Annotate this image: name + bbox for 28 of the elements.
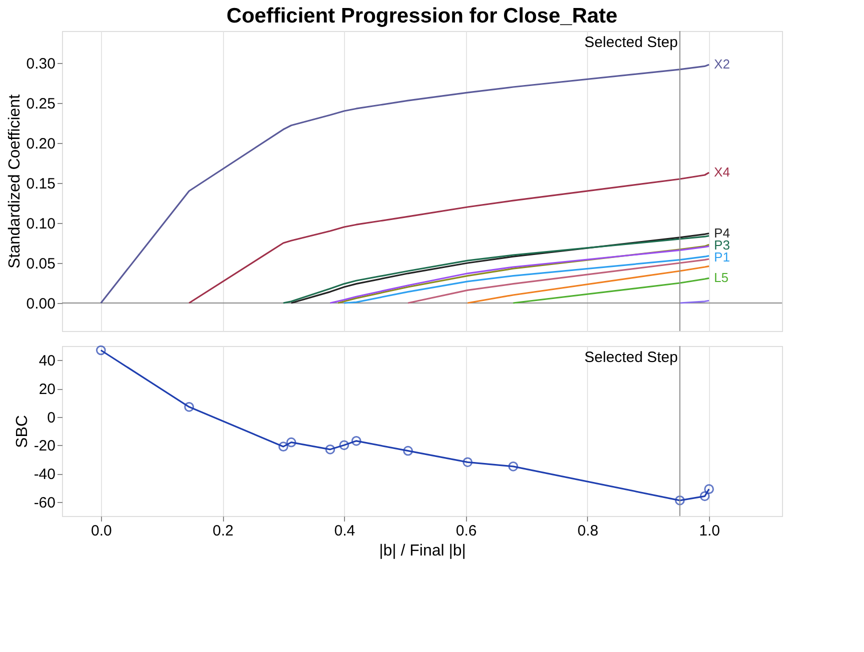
x-tick-label: 0.4	[334, 522, 356, 540]
series-label: X4	[714, 164, 730, 180]
ref-line-label: Selected Step	[584, 349, 678, 366]
x-tick-label: 0.0	[90, 522, 112, 540]
y-tick-label: 20	[38, 381, 56, 398]
y-tick-label: 0.30	[26, 56, 56, 72]
y-tick-label: 40	[38, 352, 56, 370]
chart-title: Coefficient Progression for Close_Rate	[226, 4, 618, 28]
x-tick-label: 1.0	[699, 522, 720, 540]
y-tick-label: 0.05	[26, 256, 56, 272]
ref-line-label: Selected Step	[584, 34, 678, 51]
x-axis-title: |b| / Final |b|	[379, 542, 466, 560]
y-tick-label: 0.20	[26, 136, 56, 152]
x-tick-label: 0.6	[456, 522, 477, 540]
x-tick-label: 0.2	[212, 522, 234, 540]
y-axis-title: SBC	[14, 415, 31, 448]
y-tick-label: 0.15	[26, 176, 56, 192]
y-tick-label: -40	[34, 466, 56, 483]
x-tick-label: 0.8	[577, 522, 598, 540]
y-tick-label: -60	[34, 494, 56, 512]
y-tick-label: 0	[47, 409, 56, 426]
series-label: X2	[714, 56, 730, 72]
series-label: L5	[714, 270, 728, 286]
y-axis-title: Standardized Coefficient	[6, 94, 24, 269]
y-tick-label: 0.25	[26, 96, 56, 112]
y-tick-label: 0.00	[26, 296, 56, 312]
y-tick-label: -20	[34, 438, 56, 455]
y-tick-label: 0.10	[26, 216, 56, 232]
